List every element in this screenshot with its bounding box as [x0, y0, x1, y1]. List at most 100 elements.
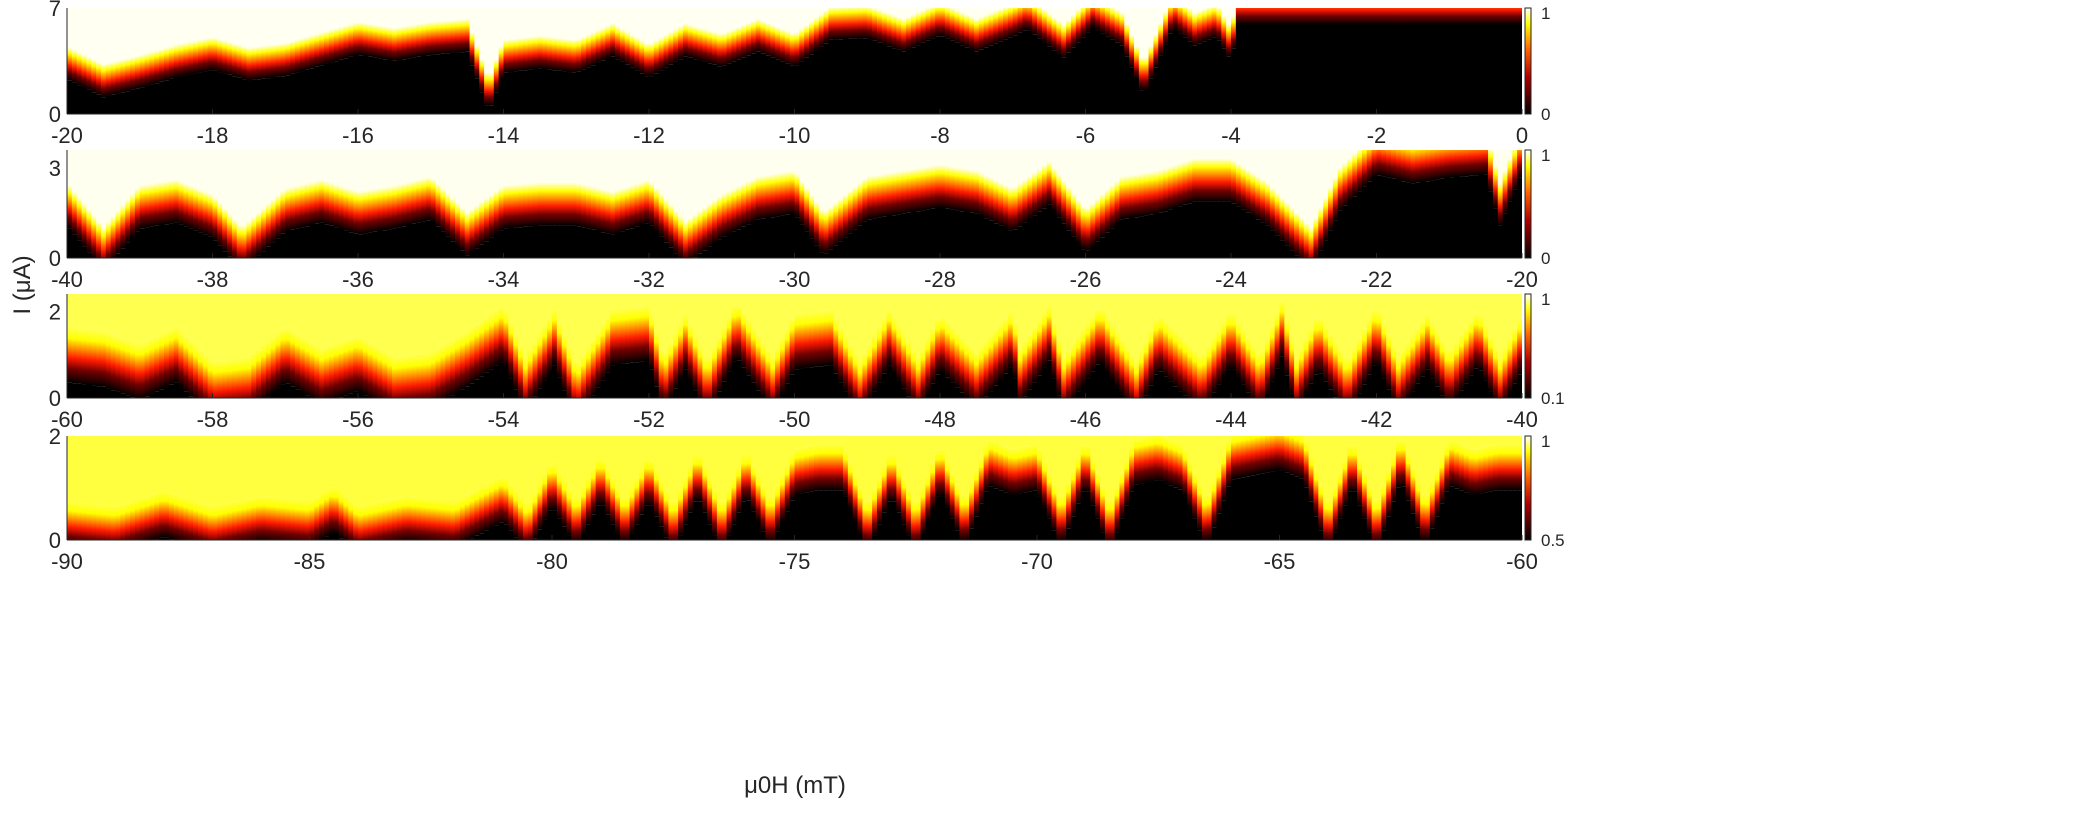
heatmap-cell-transition	[513, 38, 519, 72]
heatmap-cell-transition	[1458, 8, 1465, 25]
heatmap-cell-high	[115, 150, 121, 211]
heatmap-cell-transition	[459, 334, 466, 390]
heatmap-cell-low	[479, 92, 485, 114]
heatmap-cell-high	[290, 8, 296, 41]
heatmap-cell-transition	[624, 31, 631, 65]
heatmap-cell-low	[1473, 494, 1479, 540]
heatmap-cell-low	[67, 80, 73, 114]
heatmap-cell-high	[1109, 436, 1116, 500]
heatmap-cell-low	[1138, 216, 1145, 258]
heatmap-cell-high	[96, 294, 102, 331]
heatmap-cell-high	[1197, 150, 1203, 159]
heatmap-cell-transition	[168, 329, 175, 385]
heatmap-cell-low	[1488, 391, 1494, 398]
heatmap-cell-high	[76, 150, 83, 198]
heatmap-cell-transition	[663, 34, 669, 68]
heatmap-cell-low	[857, 38, 863, 114]
heatmap-cell-transition	[891, 172, 897, 216]
heatmap-cell-transition	[1386, 334, 1392, 390]
heatmap-cell-transition	[1488, 445, 1494, 492]
heatmap-cell-high	[775, 294, 781, 348]
heatmap-cell-high	[96, 8, 102, 62]
heatmap-cell-high	[784, 294, 791, 329]
heatmap-cell-low	[1449, 486, 1455, 540]
heatmap-cell-low	[896, 214, 902, 258]
heatmap-cell-low	[362, 395, 369, 398]
heatmap-cell-high	[910, 150, 917, 169]
heatmap-cell-transition	[382, 187, 388, 231]
heatmap-cell-low	[1007, 230, 1014, 258]
heatmap-cell-high	[760, 294, 766, 343]
heatmap-cell-low	[1269, 24, 1276, 114]
heatmap-cell-high	[1221, 436, 1227, 454]
heatmap-cell-transition	[823, 10, 830, 44]
heatmap-cell-high	[1056, 150, 1062, 175]
heatmap-cell-transition	[1415, 328, 1421, 384]
heatmap-cell-high	[760, 8, 766, 21]
heatmap-cell-high	[1463, 294, 1470, 328]
heatmap-cell-low	[634, 226, 640, 258]
heatmap-cell-transition	[154, 493, 160, 540]
heatmap-cell-low	[721, 65, 728, 114]
heatmap-cell-low	[178, 224, 184, 258]
heatmap-cell-transition	[261, 496, 267, 540]
heatmap-cell-transition	[1352, 8, 1358, 25]
heatmap-cell-low	[1245, 392, 1251, 398]
heatmap-cell-transition	[1027, 334, 1033, 390]
heatmap-cell-transition	[217, 39, 223, 73]
heatmap-cell-transition	[901, 170, 907, 214]
heatmap-cell-high	[348, 436, 354, 501]
heatmap-cell-transition	[959, 337, 965, 393]
heatmap-cell-low	[1463, 492, 1470, 540]
heatmap-cell-transition	[716, 33, 723, 67]
heatmap-cell-transition	[440, 345, 446, 398]
heatmap-cell-low	[183, 226, 189, 258]
heatmap-cell-high	[71, 8, 78, 50]
heatmap-cell-high	[876, 294, 883, 327]
heatmap-cell-low	[1007, 494, 1014, 540]
heatmap-cell-high	[377, 8, 383, 26]
heatmap-cell-low	[1289, 24, 1295, 114]
heatmap-cell-low	[1303, 487, 1310, 540]
heatmap-cell-high	[202, 436, 209, 505]
heatmap-cell-low	[843, 496, 849, 540]
heatmap-cell-transition	[100, 505, 107, 540]
heatmap-cell-high	[896, 436, 902, 467]
heatmap-cell-transition	[227, 359, 233, 398]
heatmap-cell-low	[488, 528, 495, 540]
heatmap-cell-low	[876, 524, 883, 540]
heatmap-cell-high	[1439, 436, 1445, 458]
heatmap-cell-high	[188, 8, 194, 42]
heatmap-cell-high	[1187, 436, 1193, 462]
heatmap-cell-transition	[1381, 484, 1387, 531]
heatmap-cell-transition	[1269, 8, 1276, 25]
heatmap-cell-high	[702, 8, 708, 29]
heatmap-cell-low	[1434, 24, 1441, 114]
heatmap-cell-low	[183, 391, 189, 398]
heatmap-cell-low	[649, 505, 655, 540]
heatmap-cell-high	[91, 8, 97, 60]
heatmap-cell-low	[1391, 178, 1397, 258]
heatmap-cell-high	[741, 436, 747, 456]
heatmap-cell-transition	[377, 187, 383, 231]
heatmap-cell-transition	[881, 173, 888, 217]
heatmap-cell-high	[721, 294, 728, 327]
heatmap-cell-low	[474, 379, 480, 398]
heatmap-cell-high	[76, 8, 83, 53]
heatmap-cell-low	[1352, 24, 1358, 114]
heatmap-cell-transition	[1017, 183, 1024, 227]
heatmap-cell-transition	[910, 500, 917, 540]
heatmap-cell-high	[1143, 150, 1150, 173]
heatmap-cell-low	[590, 514, 597, 540]
heatmap-cell-high	[813, 150, 820, 202]
x-tick-label: -70	[1021, 549, 1053, 574]
heatmap-cell-high	[532, 8, 539, 37]
heatmap-cell-transition	[362, 190, 369, 234]
heatmap-cell-high	[794, 8, 800, 33]
heatmap-cell-high	[1022, 436, 1028, 447]
heatmap-cell-low	[988, 45, 994, 114]
heatmap-cell-transition	[920, 167, 927, 211]
heatmap-cell-low	[86, 252, 92, 258]
heatmap-cell-high	[799, 150, 805, 181]
heatmap-cell-high	[256, 150, 262, 213]
